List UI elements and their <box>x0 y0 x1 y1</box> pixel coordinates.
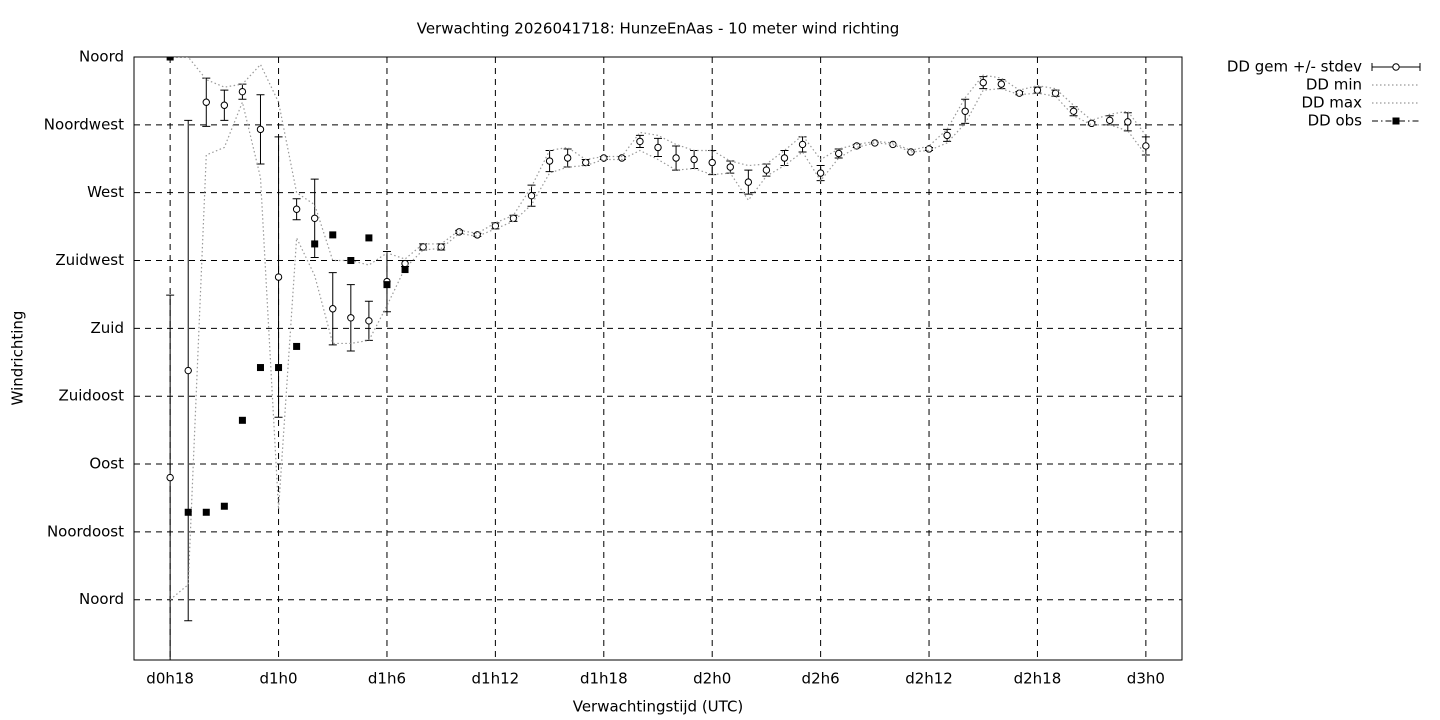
x-tick-label: d2h0 <box>693 670 731 688</box>
mean-point <box>220 101 229 109</box>
mean-point <box>1106 116 1114 125</box>
legend-label: DD gem +/- stdev <box>1227 58 1362 76</box>
mean-point <box>654 143 662 152</box>
obs-point <box>347 257 355 265</box>
legend-label: DD obs <box>1308 112 1363 130</box>
mean-point <box>1124 118 1132 126</box>
y-tick-label: Zuidwest <box>55 251 124 269</box>
mean-point <box>166 473 174 482</box>
mean-point <box>202 98 210 106</box>
mean-point <box>907 148 915 156</box>
mean-point <box>401 259 409 268</box>
mean-point <box>961 107 969 115</box>
mean-point <box>238 87 247 96</box>
mean-point <box>545 157 554 165</box>
mean-point <box>708 158 716 167</box>
mean-point <box>274 273 283 281</box>
obs-point <box>401 266 409 274</box>
obs-point <box>293 342 301 350</box>
x-tick-label: d2h6 <box>802 670 840 688</box>
x-tick-label: d3h0 <box>1127 670 1165 688</box>
y-tick-label: Noordwest <box>44 115 124 133</box>
mean-point <box>437 243 445 251</box>
mean-point <box>184 366 192 375</box>
mean-point <box>636 137 644 146</box>
series-line <box>170 57 1147 266</box>
legend-label: DD min <box>1306 76 1362 94</box>
chart-title: Verwachting 2026041718: HunzeEnAas - 10 … <box>417 20 900 38</box>
mean-point <box>292 205 301 213</box>
x-tick-label: d1h0 <box>259 670 297 688</box>
mean-point <box>1142 142 1150 150</box>
mean-point <box>310 214 319 223</box>
obs-point <box>329 231 337 239</box>
mean-point <box>1069 107 1078 115</box>
mean-point <box>744 178 753 186</box>
mean-point <box>762 166 771 174</box>
y-tick-label: Zuid <box>91 319 124 337</box>
mean-point <box>1015 89 1024 97</box>
obs-point <box>275 364 283 372</box>
y-tick-label: Noordoost <box>47 522 124 540</box>
y-tick-label: Oost <box>89 455 124 473</box>
legend-sample <box>1392 117 1400 125</box>
x-axis-label: Verwachtingstijd (UTC) <box>573 698 744 716</box>
x-tick-label: d1h12 <box>472 670 520 688</box>
series-line <box>169 88 1147 601</box>
obs-point <box>365 234 373 242</box>
x-tick-label: d0h18 <box>146 670 194 688</box>
plot-area <box>166 57 1150 660</box>
mean-point <box>997 80 1006 88</box>
mean-point <box>943 131 951 140</box>
obs-point <box>383 281 391 289</box>
obs-point <box>166 57 174 61</box>
obs-point <box>184 508 192 516</box>
x-tick-label: d1h6 <box>368 670 406 688</box>
mean-point <box>365 317 373 325</box>
x-tick-label: d1h18 <box>580 670 628 688</box>
obs-point <box>238 416 246 424</box>
mean-point <box>1051 89 1060 97</box>
mean-point <box>329 305 337 313</box>
obs-point <box>220 502 228 510</box>
obs-point <box>256 364 264 372</box>
mean-point <box>256 125 265 134</box>
y-tick-label: Zuidoost <box>58 387 124 405</box>
obs-point <box>311 240 319 248</box>
mean-point <box>979 78 987 87</box>
mean-point <box>563 154 572 162</box>
mean-point <box>618 154 626 162</box>
y-tick-label: West <box>87 183 124 201</box>
mean-point <box>798 140 807 149</box>
y-tick-label: Noord <box>79 590 124 608</box>
obs-point <box>202 508 210 516</box>
mean-point <box>1033 86 1042 94</box>
mean-point <box>690 155 698 164</box>
mean-point <box>780 154 789 162</box>
legend-sample <box>1392 63 1400 71</box>
mean-point <box>834 149 843 158</box>
x-tick-label: d2h12 <box>905 670 953 688</box>
mean-point <box>816 169 825 177</box>
legend-label: DD max <box>1301 94 1362 112</box>
mean-point <box>527 191 536 200</box>
y-tick-label: Noord <box>79 48 124 66</box>
plot-border <box>133 56 1183 661</box>
x-tick-label: d2h18 <box>1014 670 1062 688</box>
mean-point <box>1087 119 1096 128</box>
mean-point <box>347 314 355 322</box>
mean-point <box>726 163 734 171</box>
mean-point <box>582 158 590 167</box>
y-axis-label: Windrichting <box>9 311 27 406</box>
mean-point <box>672 154 680 162</box>
